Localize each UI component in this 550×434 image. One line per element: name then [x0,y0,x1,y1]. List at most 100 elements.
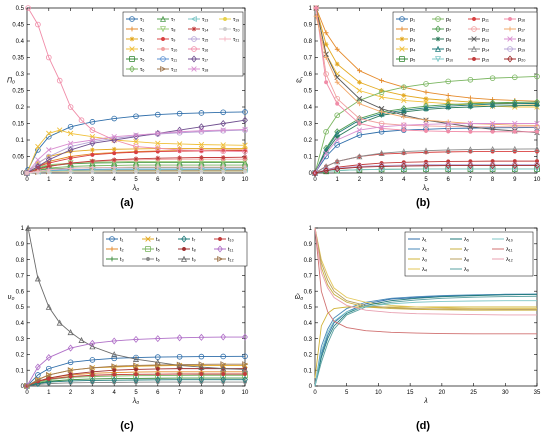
data-point-b-20 [334,165,341,173]
data-point-b-20 [400,162,407,170]
data-point-a-3 [90,147,95,153]
y-tick-label-b: 0.6 [304,72,313,78]
data-point-a-17 [45,156,52,164]
legend-label-c: t₂ [120,247,124,253]
y-tick-label-b: 0.8 [304,39,313,45]
legend-label-c: t₇ [192,237,196,243]
series-line-c-11 [26,336,245,387]
data-point-a-16 [56,77,63,84]
data-point-a-18 [176,129,183,135]
data-point-c-8 [155,366,160,371]
data-point-b-14 [489,145,496,153]
data-point-c-12 [242,361,249,368]
series-line-b-12 [315,7,537,128]
y-tick-label-b: 0 [309,171,313,177]
data-point-b-20 [312,169,318,177]
data-point-a-21 [155,164,161,170]
data-point-c-11 [67,344,74,352]
data-point-a-16 [176,147,183,153]
data-point-b-17 [313,13,319,19]
data-point-b-9 [334,130,341,137]
legend-marker-c [180,255,188,262]
data-point-a-18 [67,140,74,147]
x-tick-label-c: 2 [69,390,73,396]
legend-marker-b [470,45,478,52]
data-point-b-9 [533,100,541,107]
data-point-b-2 [334,46,340,52]
data-point-b-6 [378,89,385,95]
x-tick-label-c: 3 [91,390,95,396]
series-line-b-10 [314,168,537,174]
data-point-c-12 [67,367,74,374]
y-axis-label-b: ω̄ [296,78,302,85]
legend-marker-c [217,255,224,263]
series-line-b-2 [315,7,538,102]
legend-marker-b [435,36,441,42]
data-point-a-20 [199,169,204,174]
legend-label-b: p₆ [446,17,451,23]
legend-label-b: p₁₂ [482,27,489,33]
data-point-b-17 [401,114,407,120]
panel-a-chart: 0 0.05 0.1 0.15 0.2 0.25 0.3 0.35 0.4 0.45 0.5 0 1 2 3… [7,5,249,192]
legend-label-d: λ₁ [422,237,427,243]
legend-label-c: t₁ [120,237,124,243]
data-point-c-12 [220,361,227,368]
legend-label-d: λ₂ [422,247,427,253]
data-point-a-20 [155,169,160,174]
legend-label-b: p₁₉ [518,47,525,53]
data-point-a-14 [155,155,161,161]
data-point-b-4 [423,99,429,105]
data-point-a-17 [242,116,248,124]
series-line-b-17 [315,16,538,126]
legend-label-a: τ₆ [140,67,144,73]
data-point-c-12 [176,361,183,368]
data-point-b-18 [356,127,363,133]
data-point-c-9 [132,355,140,362]
y-tick-label-c: 0.6 [16,289,25,295]
legend-marker-b [471,26,477,32]
data-point-a-15 [220,127,227,134]
legend-label-a: τ₉ [171,37,175,43]
x-tick-label-c: 8 [200,390,204,396]
data-point-c-9 [45,303,52,310]
x-tick-label-b: 6 [447,177,451,183]
x-tick-label-d: 10 [375,390,382,396]
x-tick-label-c: 7 [178,390,182,396]
figure-label-a: (a) [120,197,134,209]
data-point-a-3 [177,146,182,151]
data-point-b-8 [468,104,473,110]
data-point-b-13 [356,96,363,102]
data-point-b-12 [356,115,363,122]
data-point-a-1 [198,110,205,116]
legend-marker-c [181,246,187,252]
data-point-a-4 [46,130,52,137]
data-point-c-1 [176,353,183,360]
legend-label-c: t₁₀ [228,237,234,243]
data-point-a-14 [177,155,182,161]
data-point-a-17 [67,146,74,154]
data-point-b-6 [400,84,407,90]
data-point-b-17 [379,109,384,115]
data-point-b-4 [378,94,385,100]
legend-marker-a [160,46,166,52]
data-point-a-1 [111,115,117,122]
data-point-b-16 [324,80,329,85]
data-point-b-14 [445,146,452,153]
series-line-c-12 [26,363,245,387]
legend-marker-a [129,16,135,22]
data-point-a-4 [56,127,63,133]
data-point-b-18 [534,120,540,127]
data-point-a-14 [111,157,117,163]
y-tick-label-a: 0.15 [12,122,24,128]
data-point-a-16 [89,127,96,133]
data-point-c-1 [198,353,205,360]
data-point-b-18 [401,122,407,128]
legend-label-c: t₁₂ [228,257,234,263]
data-point-b-8 [401,109,407,115]
data-point-b-2 [423,89,429,95]
y-tick-label-c: 1 [21,226,25,232]
data-point-a-17 [133,133,139,141]
y-tick-label-c: 0.2 [16,353,25,359]
data-point-c-7 [34,380,41,388]
data-point-b-10 [378,166,385,173]
